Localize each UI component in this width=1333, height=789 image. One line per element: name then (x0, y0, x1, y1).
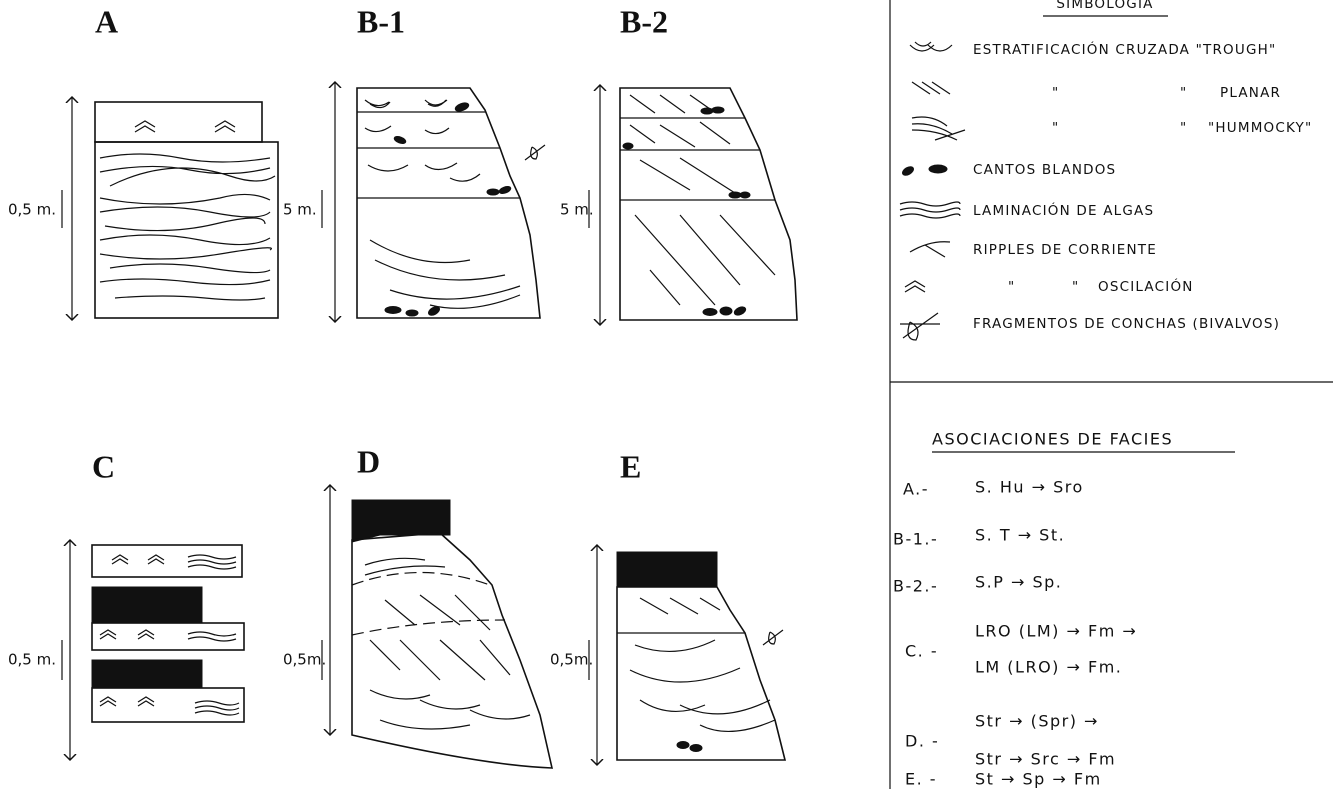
line-art (385, 101, 512, 317)
legend-text: "HUMMOCKY" (1208, 120, 1312, 136)
ditto: " (1180, 85, 1187, 101)
line-art (100, 154, 275, 300)
line-art (385, 307, 401, 314)
assoc-label: B-1.- (893, 530, 938, 549)
line-art (910, 42, 952, 51)
assoc-label: E. - (905, 770, 937, 789)
line-art (623, 107, 750, 317)
line-art (95, 102, 262, 142)
line-art (900, 202, 960, 218)
line-art (701, 108, 713, 114)
line-art (365, 100, 520, 308)
panel-label: D (357, 443, 380, 479)
associations-title: ASOCIACIONES DE FACIES (932, 430, 1173, 449)
line-art (905, 281, 925, 292)
legend-text: PLANAR (1220, 85, 1281, 101)
assoc-label: D. - (905, 732, 939, 751)
line-art (135, 121, 235, 132)
line-art (623, 143, 633, 149)
line-art (620, 118, 775, 200)
line-art (733, 305, 747, 316)
line-art (720, 307, 732, 315)
line-art (677, 742, 689, 749)
assoc-label: C. - (905, 642, 938, 661)
line-art (617, 587, 785, 760)
line-art (92, 660, 202, 688)
ditto: " (1052, 85, 1059, 101)
figure: A B-1 B-2 C D E 0,5 m. 5 m. 5 m. 0,5 m. … (0, 0, 1333, 789)
line-art (900, 313, 940, 340)
line-art (729, 192, 741, 198)
scale-label: 0,5m. (283, 651, 326, 669)
line-art (406, 310, 418, 316)
assoc-text: S. Hu → Sro (975, 478, 1084, 497)
assoc-text: LM (LRO) → Fm. (975, 658, 1122, 677)
scale-label: 5 m. (283, 201, 317, 219)
line-art (690, 745, 702, 752)
line-art (929, 165, 947, 173)
panel-label: A (95, 3, 118, 39)
line-art (912, 82, 950, 94)
line-art (712, 107, 724, 113)
ditto: " (1072, 279, 1079, 295)
line-art (352, 573, 505, 636)
assoc-text: St → Sp → Fm (975, 770, 1102, 789)
assoc-text: S.P → Sp. (975, 573, 1062, 592)
line-art (630, 598, 775, 731)
line-art (357, 88, 540, 318)
line-art (498, 185, 511, 195)
legend-text: CANTOS BLANDOS (973, 162, 1116, 178)
panel-label: B-1 (357, 3, 405, 39)
line-art (365, 558, 530, 729)
line-art (525, 145, 545, 160)
legend-text: RIPPLES DE CORRIENTE (973, 242, 1157, 258)
line-art (677, 742, 702, 752)
line-art (92, 587, 202, 623)
line-art (92, 545, 242, 577)
ditto: " (1052, 120, 1059, 136)
legend-text: OSCILACIÓN (1098, 277, 1194, 295)
illustration (62, 0, 1333, 789)
panel-label: E (620, 448, 641, 484)
line-art (92, 623, 244, 650)
line-art (487, 189, 499, 195)
line-art (357, 112, 520, 198)
panel-label: C (92, 448, 115, 484)
ditto: " (1180, 120, 1187, 136)
scale-label: 0,5m. (550, 651, 593, 669)
line-art (620, 88, 797, 320)
line-art (100, 555, 239, 715)
scale-label: 0,5 m. (8, 651, 56, 669)
assoc-text: Str → (Spr) → (975, 712, 1099, 731)
legend-text: FRAGMENTOS DE CONCHAS (BIVALVOS) (973, 316, 1280, 332)
line-art (912, 117, 965, 140)
assoc-label: A.- (903, 480, 929, 499)
line-art (454, 101, 470, 112)
legend-title: SIMBOLOGIA (1056, 0, 1153, 12)
legend-text: LAMINACIÓN DE ALGAS (973, 201, 1154, 219)
legend-text: ESTRATIFICACIÓN CRUZADA "TROUGH" (973, 40, 1276, 58)
ditto: " (1008, 279, 1015, 295)
line-art (703, 309, 717, 316)
assoc-text: S. T → St. (975, 526, 1065, 545)
assoc-label: B-2.- (893, 577, 938, 596)
line-art (763, 630, 783, 645)
page: {"panels": [ {"label": "A", "scale": "0,… (0, 0, 1333, 789)
line-art (740, 192, 750, 198)
panel-label: B-2 (620, 3, 668, 39)
scale-label: 0,5 m. (8, 201, 56, 219)
assoc-text: Str → Src → Fm (975, 750, 1116, 769)
line-art (910, 242, 950, 257)
line-art (393, 135, 406, 145)
assoc-text: LRO (LM) → Fm → (975, 622, 1137, 641)
line-art (901, 165, 915, 177)
line-art (901, 165, 947, 177)
line-art (617, 552, 717, 587)
